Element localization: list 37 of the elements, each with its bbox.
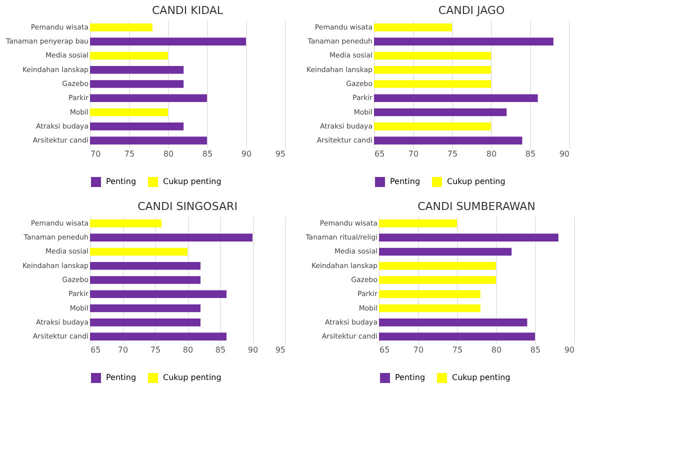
- x-tick-label: 80: [182, 346, 194, 354]
- x-tick-label: 85: [525, 150, 536, 158]
- legend-label: Penting: [106, 177, 136, 186]
- x-tick-label: 80: [491, 346, 502, 354]
- legend-label: Penting: [395, 373, 426, 382]
- x-tick-label: 95: [275, 346, 286, 354]
- chart-title: CANDI SUMBERAWAN: [418, 200, 536, 213]
- x-tick-label: 90: [241, 150, 252, 158]
- x-tick-label: 95: [275, 150, 286, 158]
- x-tick-label: 85: [202, 150, 213, 158]
- x-tick-label: 70: [413, 346, 424, 354]
- chart-title: CANDI JAGO: [438, 4, 505, 17]
- x-tick-label: 65: [380, 346, 390, 354]
- chart-title: CANDI KIDAL: [152, 4, 224, 17]
- x-tick-label: 85: [215, 346, 226, 354]
- x-tick-label: 80: [486, 150, 497, 158]
- legend-label: Cukup penting: [163, 373, 222, 382]
- x-tick-label: 90: [564, 346, 574, 354]
- x-tick-label: 65: [374, 150, 385, 158]
- legend-label: Cukup penting: [452, 373, 510, 382]
- legend-label: Cukup penting: [447, 177, 506, 186]
- x-tick-label: 75: [452, 346, 463, 354]
- chart-title: CANDI SINGOSARI: [138, 200, 238, 213]
- legend-label: Penting: [106, 373, 136, 382]
- x-tick-label: 90: [248, 346, 258, 354]
- x-tick-label: 80: [163, 150, 174, 158]
- x-tick-label: 65: [90, 346, 101, 354]
- x-tick-label: 75: [150, 346, 161, 354]
- x-tick-label: 70: [118, 346, 128, 354]
- legend-label: Cukup penting: [163, 177, 222, 186]
- x-tick-label: 75: [124, 150, 135, 158]
- x-tick-label: 75: [447, 150, 458, 158]
- x-tick-label: 70: [90, 150, 101, 158]
- legend-label: Penting: [390, 177, 420, 186]
- x-tick-label: 85: [530, 346, 541, 354]
- x-tick-label: 90: [559, 150, 570, 158]
- x-tick-label: 70: [408, 150, 419, 158]
